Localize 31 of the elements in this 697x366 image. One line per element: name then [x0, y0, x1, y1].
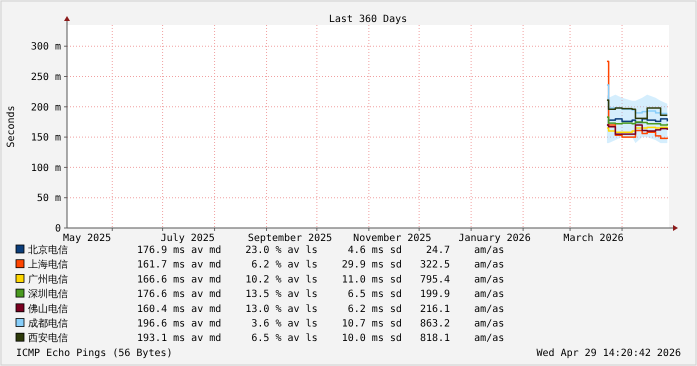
y-tick-label: 250 m — [30, 72, 61, 84]
chart-title: Last 360 Days — [328, 14, 408, 25]
text: 166.6 ms av md 10.2 % av ls 11.0 ms sd 795.4 am/as — [137, 274, 504, 286]
text: 196.6 ms av md 3.6 % av ls 10.7 ms sd 863.2 am/as — [137, 318, 504, 330]
text: 193.1 ms av md 6.5 % av ls 10.0 ms sd 818.1 am/as — [137, 333, 504, 344]
x-tick-label: March 2026 — [563, 233, 624, 244]
legend-label: 上海电信 — [28, 258, 68, 271]
y-tick-label: 300 m — [30, 42, 61, 53]
legend-label: 西安电信 — [28, 332, 68, 344]
legend-label: 深圳电信 — [28, 288, 68, 300]
legend-label: 北京电信 — [28, 244, 68, 256]
legend-label: 佛山电信 — [28, 302, 68, 315]
text: ICMP Echo Pings (56 Bytes) — [16, 348, 173, 359]
y-tick-label: 200 m — [30, 102, 61, 114]
legend-label: 成都电信 — [28, 318, 68, 330]
y-tick-label: 100 m — [30, 162, 61, 174]
x-tick-label: May 2025 — [63, 233, 112, 244]
text: 161.7 ms av md 6.2 % av ls 29.9 ms sd 322.5 am/as — [137, 260, 504, 271]
text: 176.9 ms av md 23.0 % av ls 4.6 ms sd 24.7 am/as — [137, 245, 504, 256]
y-tick-label: 0 — [54, 224, 61, 234]
y-tick-label: 150 m — [30, 132, 61, 144]
x-tick-label: September 2025 — [248, 233, 332, 244]
y-axis-title: Seconds — [6, 105, 17, 148]
text: 176.6 ms av md 13.5 % av ls 6.5 ms sd 199.9 am/as — [137, 289, 504, 300]
x-tick-label: January 2026 — [458, 233, 531, 244]
legend-label: 广州电信 — [28, 273, 68, 286]
text: Wed Apr 29 14:20:42 2026 — [536, 348, 681, 359]
text: 160.4 ms av md 13.0 % av ls 6.2 ms sd 216.1 am/as — [137, 304, 504, 315]
x-tick-label: November 2025 — [353, 233, 432, 244]
x-tick-label: July 2025 — [160, 233, 215, 244]
y-tick-label: 50 m — [36, 193, 61, 204]
